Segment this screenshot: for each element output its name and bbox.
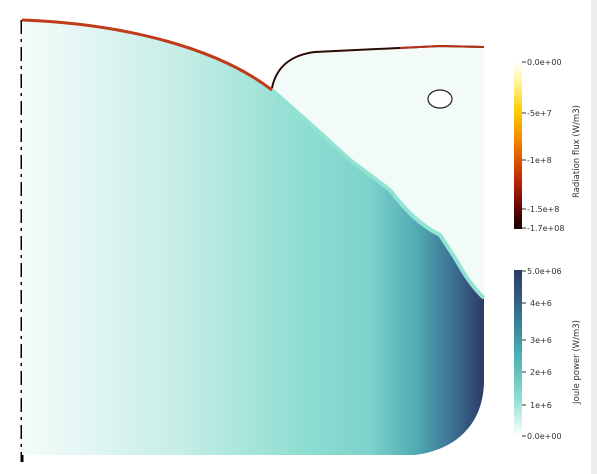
joule-colorbar: 5.0e+06 4e+6 3e+6 2e+6 1e+6 0.0e+00 Joul…: [514, 267, 582, 441]
ring-hole: [427, 89, 453, 109]
melt-region: [22, 20, 484, 455]
radiation-boundary: [21, 18, 273, 92]
radiation-tick-1: -5e+7: [527, 109, 552, 118]
radiation-tick-2: -1e+8: [527, 156, 552, 165]
joule-tick-2: 3e+6: [530, 336, 552, 345]
upper-boundary-glow: [399, 44, 485, 49]
radiation-tick-3: -1.5e+8: [527, 205, 559, 214]
radiation-colorbar-title: Radiation flux (W/m3): [572, 105, 582, 198]
joule-tick-4: 1e+6: [530, 401, 552, 410]
radiation-colorbar: 0.0e+00 -5e+7 -1e+8 -1.5e+8 -1.7e+08 Rad…: [514, 58, 582, 233]
interface-edge: [270, 88, 486, 300]
gas-region: [272, 46, 484, 298]
joule-colorbar-title: Joule power (W/m3): [572, 320, 582, 405]
radiation-tick-0: 0.0e+00: [527, 58, 562, 67]
joule-tick-1: 4e+6: [530, 299, 552, 308]
joule-tick-3: 2e+6: [530, 368, 552, 377]
radiation-colorbar-gradient: [514, 61, 522, 229]
joule-tick-0: 5.0e+06: [527, 267, 562, 276]
joule-colorbar-gradient: [514, 270, 522, 436]
right-border: [591, 0, 597, 474]
upper-boundary: [271, 44, 485, 89]
radiation-tick-4: -1.7e+08: [527, 224, 564, 233]
joule-tick-5: 0.0e+00: [527, 432, 562, 441]
